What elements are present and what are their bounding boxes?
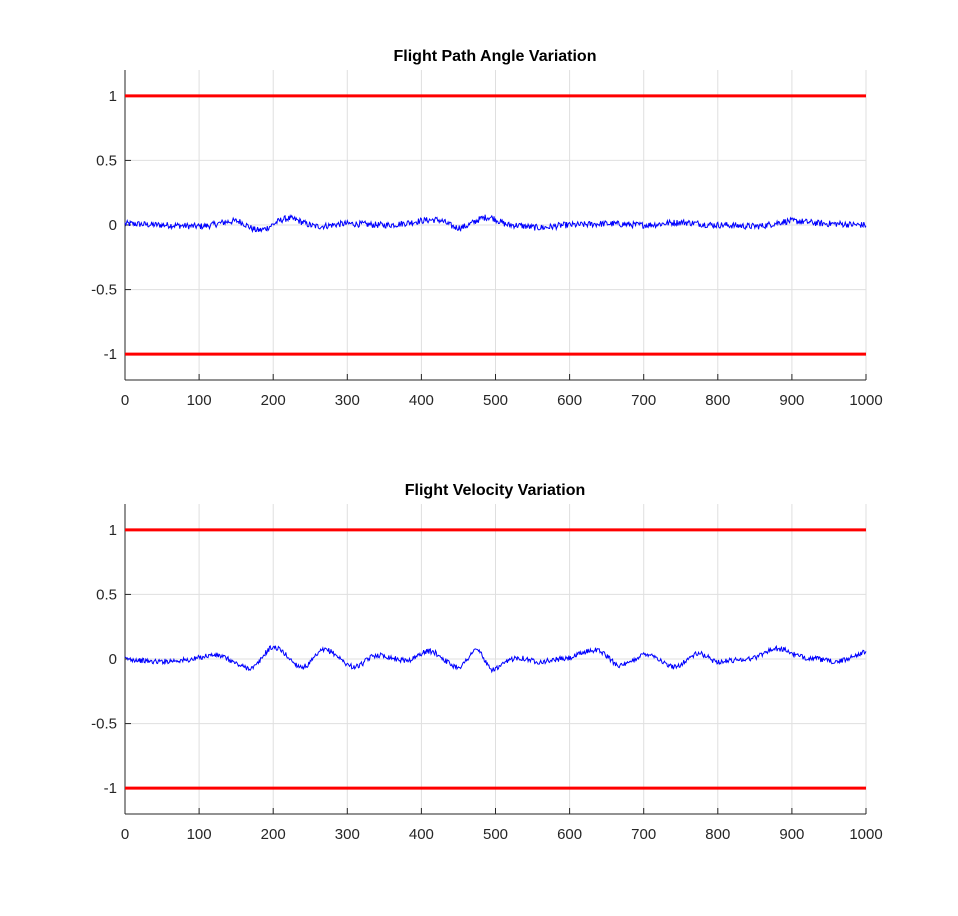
top-x-tick-label: 100 bbox=[187, 392, 212, 409]
top-x-tick-label: 800 bbox=[705, 392, 730, 409]
top-x-tick-label: 700 bbox=[631, 392, 656, 409]
top-chart-title: Flight Path Angle Variation bbox=[394, 48, 597, 65]
bottom-x-tick-label: 400 bbox=[409, 826, 434, 843]
bottom-x-tick-label: 1000 bbox=[849, 826, 882, 843]
bottom-chart: Flight Velocity Variation 0 100 200 300 400 5… bbox=[91, 482, 883, 843]
top-x-tick-label: 600 bbox=[557, 392, 582, 409]
bottom-signal-line bbox=[124, 644, 867, 674]
top-x-tick-label: 300 bbox=[335, 392, 360, 409]
top-x-tick-label: 400 bbox=[409, 392, 434, 409]
bottom-x-tick-label: 100 bbox=[187, 826, 212, 843]
bottom-x-tick-label: 900 bbox=[779, 826, 804, 843]
top-y-tick-label: 0 bbox=[109, 217, 117, 234]
bottom-x-tick-label: 600 bbox=[557, 826, 582, 843]
top-y-tick-label: -1 bbox=[104, 346, 117, 363]
bottom-x-tick-label: 200 bbox=[261, 826, 286, 843]
top-x-tick-label: 200 bbox=[261, 392, 286, 409]
bottom-y-tick-label: 1 bbox=[109, 522, 117, 539]
bottom-x-tick-label: 500 bbox=[483, 826, 508, 843]
bottom-y-tick-label: 0 bbox=[109, 651, 117, 668]
bottom-y-tick-label: 0.5 bbox=[96, 586, 117, 603]
bottom-chart-title: Flight Velocity Variation bbox=[405, 482, 585, 499]
bottom-x-tick-label: 700 bbox=[631, 826, 656, 843]
bottom-x-tick-label: 300 bbox=[335, 826, 360, 843]
top-y-tick-label: -0.5 bbox=[91, 282, 117, 299]
bottom-x-tick-label: 800 bbox=[705, 826, 730, 843]
top-chart: Flight Path Angle Variation 0 100 200 300 40… bbox=[91, 48, 883, 409]
top-x-tick-label: 900 bbox=[779, 392, 804, 409]
bottom-y-tick-label: -0.5 bbox=[91, 716, 117, 733]
top-y-tick-label: 0.5 bbox=[96, 152, 117, 169]
bottom-y-tick-label: -1 bbox=[104, 780, 117, 797]
top-x-tick-label: 1000 bbox=[849, 392, 882, 409]
top-x-tick-label: 500 bbox=[483, 392, 508, 409]
top-x-tick-label: 0 bbox=[121, 392, 129, 409]
bottom-x-tick-label: 0 bbox=[121, 826, 129, 843]
top-y-tick-label: 1 bbox=[109, 88, 117, 105]
top-signal-line bbox=[124, 214, 867, 234]
